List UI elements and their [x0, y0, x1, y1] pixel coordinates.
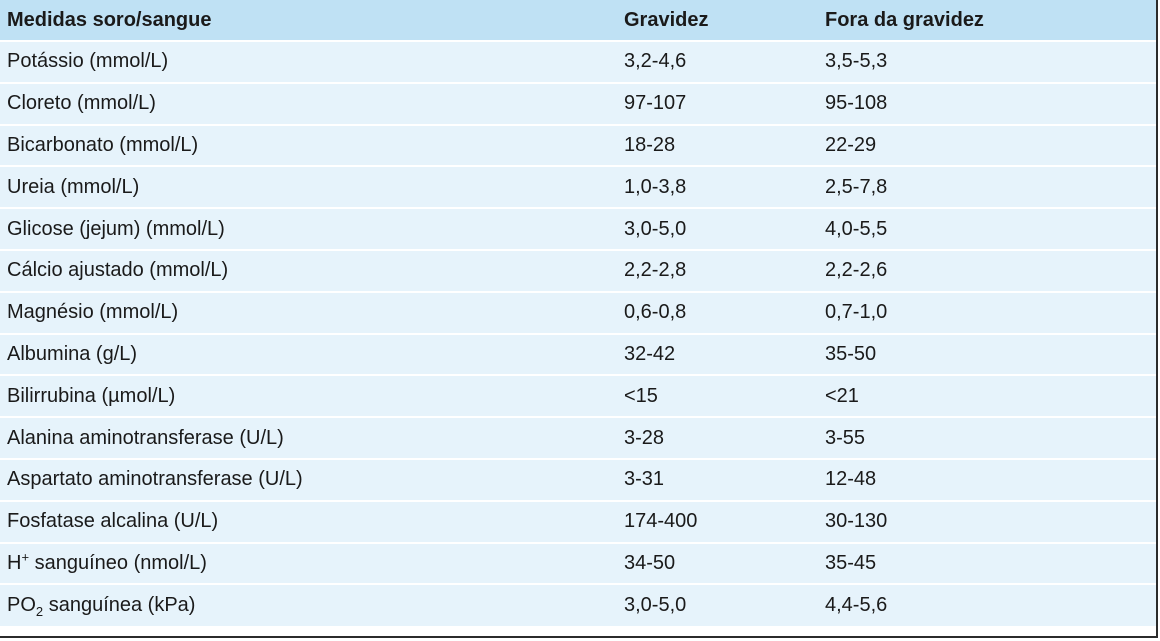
cell-measure: Magnésio (mmol/L) [7, 301, 179, 324]
table-header-row: Medidas soro/sangue Gravidez Fora da gra… [0, 0, 1156, 41]
cell-pregnancy: <15 [624, 384, 658, 407]
table-row: Potássio (mmol/L) 3,2-4,6 3,5-5,3 [0, 41, 1156, 83]
cell-measure: Cloreto (mmol/L) [7, 92, 156, 115]
cell-measure: Aspartato aminotransferase (U/L) [7, 468, 303, 491]
measure-subscript: 2 [35, 604, 44, 620]
cell-pregnancy: 3,0-5,0 [624, 594, 687, 617]
cell-non-pregnancy: 30-130 [825, 510, 888, 533]
cell-pregnancy: 34-50 [624, 551, 676, 574]
cell-non-pregnancy: 3,5-5,3 [825, 50, 888, 73]
measure-base: PO [7, 594, 36, 617]
header-non-pregnancy: Fora da gravidez [825, 8, 984, 31]
cell-non-pregnancy: 4,0-5,5 [825, 217, 888, 240]
cell-non-pregnancy: 12-48 [825, 468, 877, 491]
table-row: Bilirrubina (µmol/L) <15 <21 [0, 375, 1156, 418]
cell-measure: Ureia (mmol/L) [7, 175, 140, 198]
cell-non-pregnancy: 95-108 [825, 92, 888, 115]
cell-measure: Potássio (mmol/L) [7, 50, 169, 73]
cell-non-pregnancy: 3-55 [825, 426, 866, 449]
table-row: Fosfatase alcalina (U/L) 174-400 30-130 [0, 500, 1156, 543]
cell-non-pregnancy: 4,4-5,6 [825, 594, 888, 617]
cell-pregnancy: 18-28 [624, 133, 676, 156]
cell-non-pregnancy: 0,7-1,0 [825, 301, 888, 324]
table-row: Cálcio ajustado (mmol/L) 2,2-2,8 2,2-2,6 [0, 249, 1156, 292]
header-pregnancy: Gravidez [624, 8, 709, 31]
cell-measure: Bilirrubina (µmol/L) [7, 384, 176, 407]
table-row: Ureia (mmol/L) 1,0-3,8 2,5-7,8 [0, 166, 1156, 209]
table-row: Glicose (jejum) (mmol/L) 3,0-5,0 4,0-5,5 [0, 208, 1156, 250]
table-row: Albumina (g/L) 32-42 35-50 [0, 333, 1156, 376]
table-row: Bicarbonato (mmol/L) 18-28 22-29 [0, 124, 1156, 167]
cell-pregnancy: 174-400 [624, 510, 698, 533]
cell-non-pregnancy: 35-45 [825, 551, 877, 574]
cell-measure: Bicarbonato (mmol/L) [7, 133, 199, 156]
cell-pregnancy: 0,6-0,8 [624, 301, 687, 324]
cell-pregnancy: 97-107 [624, 92, 687, 115]
table-row: Alanina aminotransferase (U/L) 3-28 3-55 [0, 417, 1156, 459]
measure-base: H [7, 551, 22, 574]
cell-non-pregnancy: <21 [825, 384, 859, 407]
header-measure: Medidas soro/sangue [7, 8, 212, 31]
cell-pregnancy: 3,2-4,6 [624, 50, 687, 73]
table-row: H+ sanguíneo (nmol/L) 34-50 35-45 [0, 542, 1156, 585]
measure-rest: sanguínea (kPa) [43, 594, 196, 617]
cell-measure: PO2 sanguínea (kPa) [0, 584, 617, 626]
cell-measure: Alanina aminotransferase (U/L) [7, 426, 284, 449]
cell-measure: H+ sanguíneo (nmol/L) [0, 543, 617, 585]
cell-pregnancy: 32-42 [624, 342, 676, 365]
table-row: Cloreto (mmol/L) 97-107 95-108 [0, 82, 1156, 125]
cell-pregnancy: 3,0-5,0 [624, 217, 687, 240]
table-row: Aspartato aminotransferase (U/L) 3-31 12… [0, 458, 1156, 501]
cell-pregnancy: 3-28 [624, 426, 665, 449]
cell-pregnancy: 1,0-3,8 [624, 175, 687, 198]
lab-values-table: Medidas soro/sangue Gravidez Fora da gra… [0, 0, 1156, 627]
cell-measure: Glicose (jejum) (mmol/L) [7, 217, 225, 240]
measure-superscript: + [21, 549, 30, 565]
cell-pregnancy: 2,2-2,8 [624, 259, 687, 282]
measure-rest: sanguíneo (nmol/L) [29, 551, 207, 574]
cell-non-pregnancy: 22-29 [825, 133, 877, 156]
table-row: PO2 sanguínea (kPa) 3,0-5,0 4,4-5,6 [0, 584, 1156, 627]
cell-measure: Albumina (g/L) [7, 342, 138, 365]
table-row: Magnésio (mmol/L) 0,6-0,8 0,7-1,0 [0, 291, 1156, 334]
cell-measure: Cálcio ajustado (mmol/L) [7, 259, 229, 282]
cell-non-pregnancy: 35-50 [825, 342, 877, 365]
cell-non-pregnancy: 2,2-2,6 [825, 259, 888, 282]
cell-non-pregnancy: 2,5-7,8 [825, 175, 888, 198]
cell-pregnancy: 3-31 [624, 468, 665, 491]
cell-measure: Fosfatase alcalina (U/L) [7, 510, 219, 533]
